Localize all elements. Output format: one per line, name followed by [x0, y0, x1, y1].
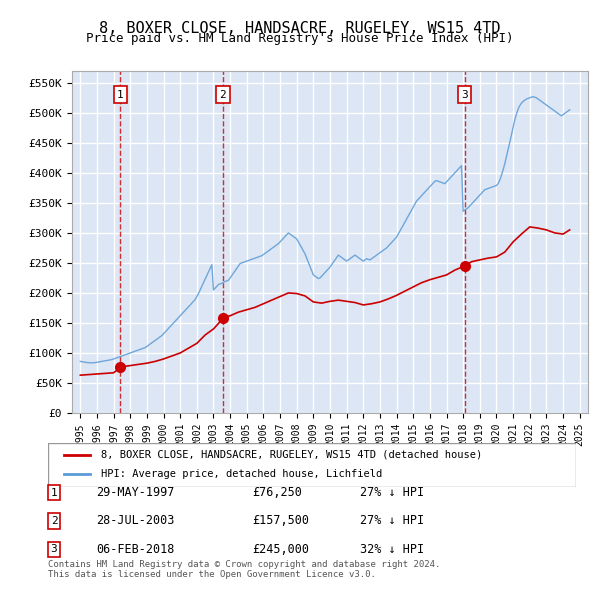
Text: 1: 1: [117, 90, 124, 100]
Text: 27% ↓ HPI: 27% ↓ HPI: [360, 514, 424, 527]
Text: 27% ↓ HPI: 27% ↓ HPI: [360, 486, 424, 499]
Text: 8, BOXER CLOSE, HANDSACRE, RUGELEY, WS15 4TD: 8, BOXER CLOSE, HANDSACRE, RUGELEY, WS15…: [99, 21, 501, 35]
Text: Price paid vs. HM Land Registry's House Price Index (HPI): Price paid vs. HM Land Registry's House …: [86, 32, 514, 45]
FancyBboxPatch shape: [48, 442, 576, 487]
Text: £157,500: £157,500: [252, 514, 309, 527]
Text: 1: 1: [50, 488, 58, 497]
Text: 3: 3: [50, 545, 58, 554]
Text: 3: 3: [461, 90, 468, 100]
Text: 2: 2: [220, 90, 226, 100]
Text: 29-MAY-1997: 29-MAY-1997: [96, 486, 175, 499]
Text: 06-FEB-2018: 06-FEB-2018: [96, 543, 175, 556]
Text: 2: 2: [50, 516, 58, 526]
Text: HPI: Average price, detached house, Lichfield: HPI: Average price, detached house, Lich…: [101, 470, 382, 479]
Text: Contains HM Land Registry data © Crown copyright and database right 2024.
This d: Contains HM Land Registry data © Crown c…: [48, 560, 440, 579]
Text: 28-JUL-2003: 28-JUL-2003: [96, 514, 175, 527]
Text: 8, BOXER CLOSE, HANDSACRE, RUGELEY, WS15 4TD (detached house): 8, BOXER CLOSE, HANDSACRE, RUGELEY, WS15…: [101, 450, 482, 460]
Text: £245,000: £245,000: [252, 543, 309, 556]
Text: £76,250: £76,250: [252, 486, 302, 499]
Text: 32% ↓ HPI: 32% ↓ HPI: [360, 543, 424, 556]
